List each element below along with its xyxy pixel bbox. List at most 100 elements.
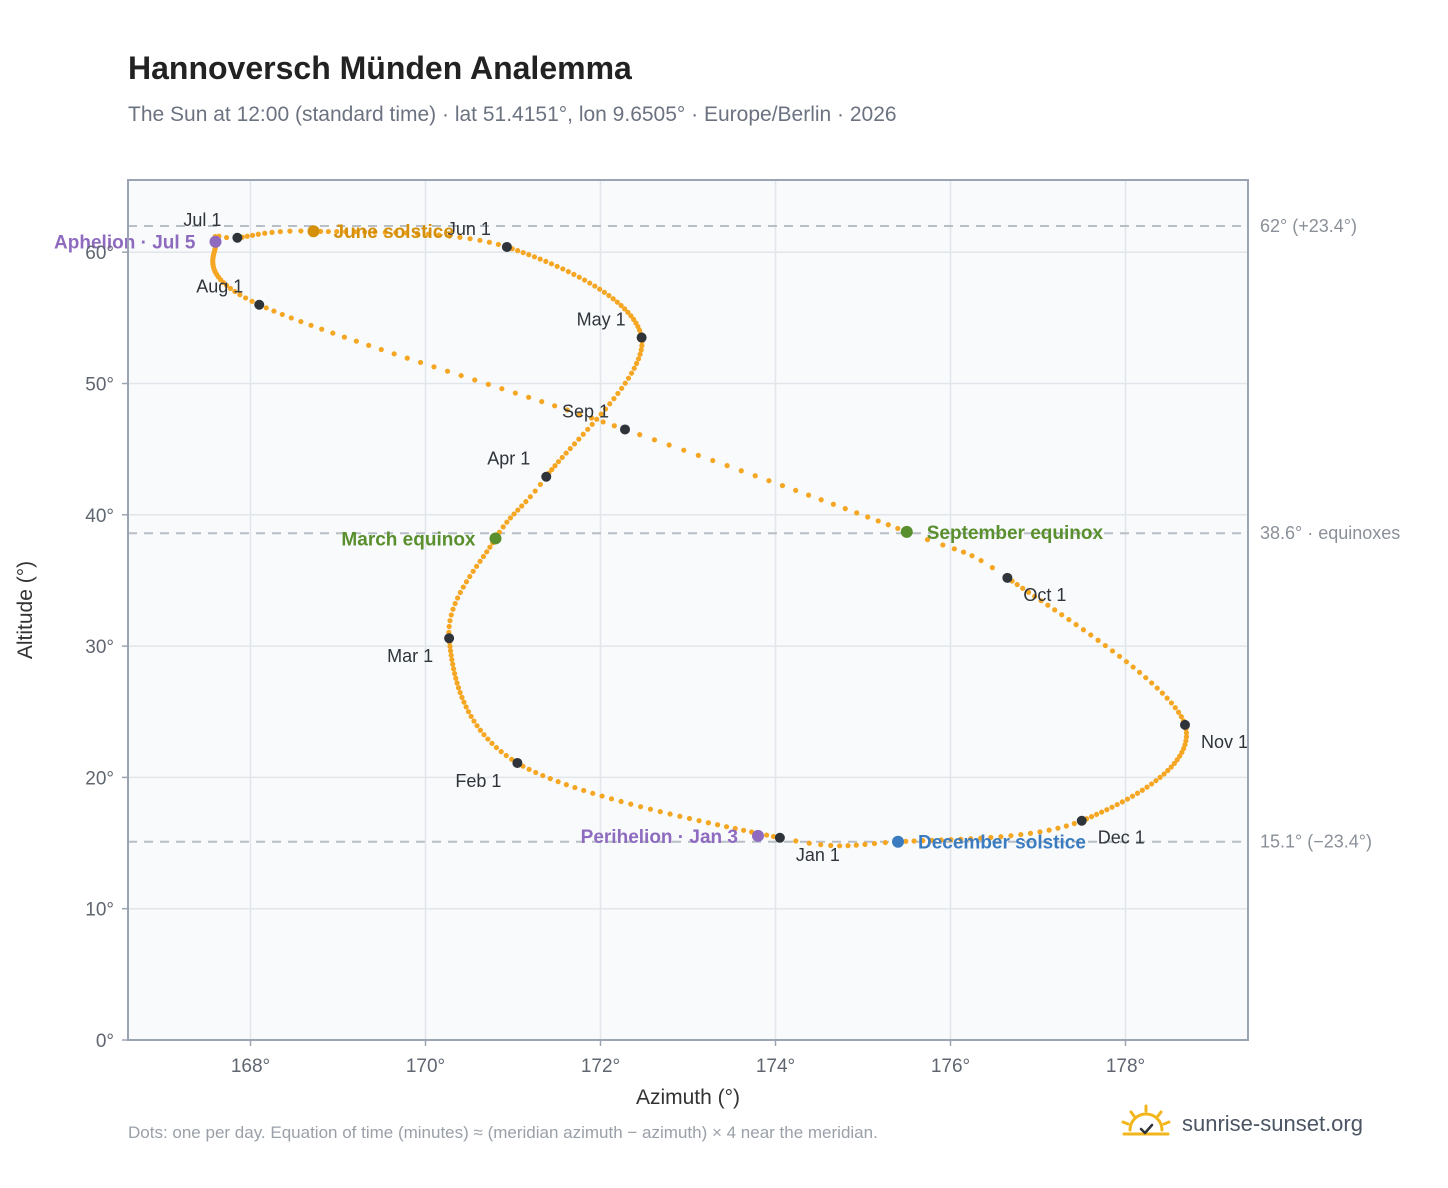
month-label: Apr 1 xyxy=(487,449,530,469)
daily-sun-dot xyxy=(805,492,812,498)
daily-sun-dot xyxy=(607,401,613,407)
daily-sun-dot xyxy=(637,804,644,810)
daily-sun-dot xyxy=(628,370,635,376)
daily-sun-dot xyxy=(446,233,453,239)
daily-sun-dot xyxy=(940,542,946,548)
daily-sun-dot xyxy=(830,501,836,507)
daily-sun-dot xyxy=(958,836,964,842)
reference-line-label: 62° (+23.4°) xyxy=(1260,216,1357,236)
event-label: March equinox xyxy=(341,529,476,550)
brand[interactable]: sunrise-sunset.org xyxy=(1120,1104,1363,1144)
daily-sun-dot xyxy=(738,468,744,474)
daily-sun-dot xyxy=(625,375,632,381)
daily-sun-dot xyxy=(628,801,634,807)
daily-sun-dot xyxy=(619,385,625,391)
daily-sun-dot xyxy=(366,342,372,348)
daily-sun-dot xyxy=(657,809,663,815)
daily-sun-dot xyxy=(467,236,473,242)
daily-sun-dot xyxy=(1183,738,1189,744)
daily-sun-dot xyxy=(526,394,532,400)
daily-sun-dot xyxy=(431,364,437,370)
daily-sun-dot xyxy=(485,381,491,387)
daily-sun-dot xyxy=(298,318,304,325)
daily-sun-dot xyxy=(576,436,582,442)
daily-sun-dot xyxy=(547,776,553,782)
daily-sun-dot xyxy=(457,689,463,696)
daily-sun-dot xyxy=(602,406,609,412)
month-marker xyxy=(1180,719,1190,730)
daily-sun-dot xyxy=(470,568,476,574)
daily-sun-dot xyxy=(519,503,525,509)
daily-sun-dot xyxy=(1154,685,1160,691)
plot-frame xyxy=(127,179,1249,1041)
daily-sun-dot xyxy=(249,232,256,238)
x-tick-label: 168° xyxy=(231,1056,270,1077)
daily-sun-dot xyxy=(968,836,974,842)
daily-sun-dot xyxy=(589,421,595,427)
daily-sun-dot xyxy=(393,230,399,236)
daily-sun-dot xyxy=(818,842,824,848)
daily-sun-dot xyxy=(686,815,693,822)
reference-line-label: 15.1° (−23.4°) xyxy=(1260,832,1372,852)
y-tick-label: 30° xyxy=(85,637,114,658)
daily-sun-dot xyxy=(353,338,359,344)
daily-sun-dot xyxy=(271,308,277,314)
reference-line-label: 38.6° · equinoxes xyxy=(1260,523,1400,543)
daily-sun-dot xyxy=(500,524,506,530)
daily-sun-dot xyxy=(457,234,463,240)
daily-sun-dot xyxy=(507,515,514,521)
daily-sun-dot xyxy=(450,661,456,667)
daily-sun-dot xyxy=(1123,659,1130,665)
daily-sun-dot xyxy=(1174,757,1180,763)
daily-sun-dot xyxy=(459,694,465,700)
event-label: Aphelion · Jul 5 xyxy=(54,233,196,254)
daily-sun-dot xyxy=(1183,730,1190,736)
daily-sun-dot xyxy=(448,652,454,658)
daily-sun-dot xyxy=(837,843,843,849)
daily-sun-dot xyxy=(563,450,569,456)
event-marker xyxy=(752,829,764,842)
daily-sun-dot xyxy=(600,419,606,425)
daily-sun-dot xyxy=(436,232,442,238)
daily-sun-dot xyxy=(862,841,868,847)
daily-sun-dot xyxy=(951,546,957,552)
daily-sun-dot xyxy=(352,229,358,235)
month-marker xyxy=(232,232,243,243)
daily-sun-dot xyxy=(484,549,490,555)
daily-sun-dot xyxy=(263,305,269,311)
daily-sun-dot xyxy=(1153,778,1159,784)
event-marker xyxy=(892,835,904,848)
daily-sun-dot xyxy=(1130,664,1136,670)
daily-sun-dot xyxy=(576,411,583,417)
daily-sun-dot xyxy=(842,506,848,512)
daily-sun-dot xyxy=(224,282,230,289)
daily-sun-dot xyxy=(622,306,628,312)
daily-sun-dot xyxy=(647,806,654,812)
daily-sun-dot xyxy=(509,756,515,762)
daily-sun-dot xyxy=(382,229,388,235)
daily-sun-dot xyxy=(498,749,504,755)
event-label: Perihelion · Jan 3 xyxy=(581,827,738,848)
daily-sun-dot xyxy=(989,565,995,571)
daily-sun-dot xyxy=(637,351,643,357)
daily-sun-dot xyxy=(1116,653,1123,659)
daily-sun-dot xyxy=(938,837,944,843)
month-marker xyxy=(1002,572,1013,583)
daily-sun-dot xyxy=(1136,669,1143,675)
daily-sun-dot xyxy=(638,347,644,353)
daily-sun-dot xyxy=(362,229,368,235)
daily-sun-dot xyxy=(667,811,673,817)
daily-sun-dot xyxy=(920,838,926,844)
daily-sun-dot xyxy=(1172,705,1178,711)
daily-sun-dot xyxy=(1045,602,1051,608)
daily-sun-dot xyxy=(1093,811,1100,818)
month-label: May 1 xyxy=(577,310,626,330)
daily-sun-dot xyxy=(330,330,336,336)
daily-sun-dot xyxy=(485,736,491,742)
month-marker xyxy=(512,757,523,768)
daily-sun-dot xyxy=(334,229,340,235)
daily-sun-dot xyxy=(449,657,455,663)
daily-sun-dot xyxy=(543,258,549,264)
month-label: Dec 1 xyxy=(1098,828,1145,848)
